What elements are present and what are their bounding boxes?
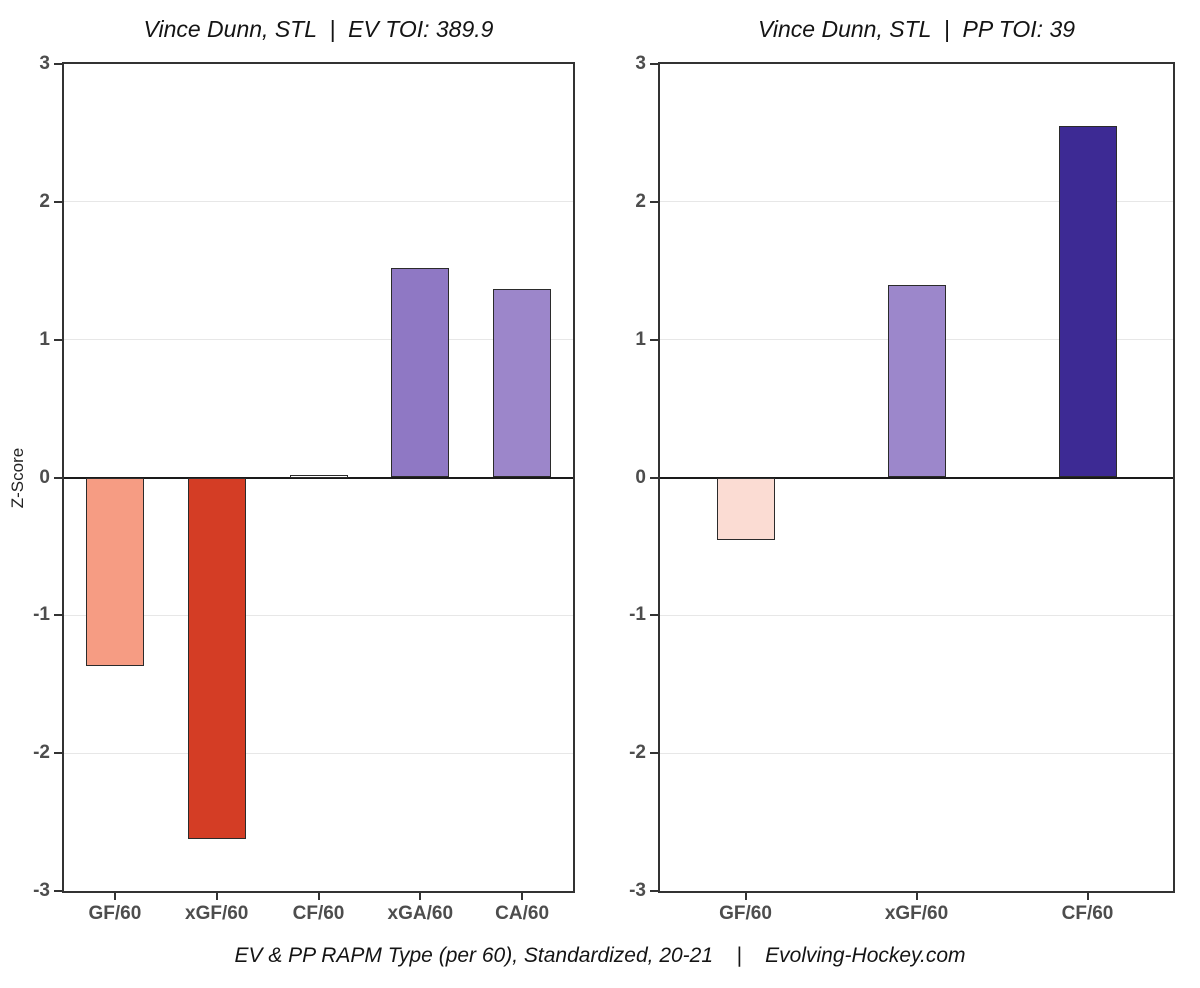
x-tick-label: CA/60 <box>495 903 550 924</box>
y-tick-mark <box>650 200 658 203</box>
y-tick-mark <box>54 476 62 479</box>
y-tick-mark <box>54 338 62 341</box>
y-tick-label: 2 <box>39 190 50 212</box>
pp-chart-title: Vince Dunn, STL | PP TOI: 39 <box>757 16 1076 42</box>
y-tick-label: 3 <box>39 53 50 74</box>
y-tick-mark <box>54 614 62 617</box>
gridline <box>64 339 573 341</box>
x-tick-mark <box>744 891 747 900</box>
y-tick-mark <box>650 752 658 755</box>
y-tick-label: 2 <box>635 190 646 212</box>
y-tick-mark <box>54 752 62 755</box>
x-tick-label: xGA/60 <box>387 903 454 924</box>
ev-chart-title: Vince Dunn, STL | EV TOI: 389.9 <box>143 16 494 42</box>
ev-chart-panel: 3 2 1 0 -1 -2 -3 GF/60 xGF/60 CF/60 xGA/60 CA/60 <box>33 53 575 924</box>
y-tick-label: -3 <box>33 880 50 901</box>
y-tick-label: -1 <box>629 604 646 626</box>
x-tick-label: CF/60 <box>292 903 345 924</box>
y-tick-label: -1 <box>33 604 50 626</box>
bar-gf-60 <box>85 477 144 667</box>
x-tick-label: CF/60 <box>1061 903 1114 924</box>
zero-baseline <box>660 476 1173 479</box>
bar-xga-60 <box>391 267 450 478</box>
bar-ca-60 <box>493 288 552 478</box>
gridline <box>660 201 1173 203</box>
y-tick-label: 0 <box>39 466 50 488</box>
bar-gf-60 <box>716 477 775 540</box>
gridline <box>660 614 1173 616</box>
x-tick-label: GF/60 <box>88 903 142 924</box>
y-tick-mark <box>650 338 658 341</box>
bar-cf-60 <box>289 474 348 478</box>
y-tick-label: 0 <box>635 466 646 488</box>
y-tick-label: 3 <box>635 53 646 74</box>
y-tick-mark <box>54 890 62 892</box>
x-tick-mark <box>521 891 524 900</box>
x-tick-mark <box>317 891 320 900</box>
y-tick-label: -3 <box>629 880 646 901</box>
y-tick-mark <box>54 200 62 203</box>
y-tick-mark <box>54 63 62 65</box>
y-tick-label: 1 <box>635 328 646 350</box>
y-tick-label: -2 <box>629 742 646 764</box>
y-tick-mark <box>650 476 658 479</box>
bar-xgf-60 <box>187 477 246 839</box>
gridline <box>64 614 573 616</box>
y-tick-mark <box>650 63 658 65</box>
x-tick-mark <box>113 891 116 900</box>
gridline <box>64 752 573 754</box>
bar-cf-60 <box>1058 126 1117 478</box>
x-tick-mark <box>1086 891 1089 900</box>
y-tick-label: 1 <box>39 328 50 350</box>
gridline <box>64 201 573 203</box>
figure-caption: EV & PP RAPM Type (per 60), Standardized… <box>234 944 966 967</box>
x-tick-label: xGF/60 <box>884 903 949 924</box>
y-tick-mark <box>650 890 658 892</box>
x-tick-mark <box>215 891 218 900</box>
bar-xgf-60 <box>887 284 946 478</box>
x-tick-label: xGF/60 <box>185 903 249 924</box>
y-tick-mark <box>650 614 658 617</box>
pp-chart-panel: 3 2 1 0 -1 -2 -3 GF/60 xGF/60 CF/60 <box>629 53 1175 924</box>
x-tick-mark <box>419 891 422 900</box>
x-tick-label: GF/60 <box>719 903 772 924</box>
y-tick-label: -2 <box>33 742 50 764</box>
gridline <box>660 752 1173 754</box>
x-tick-mark <box>915 891 918 900</box>
